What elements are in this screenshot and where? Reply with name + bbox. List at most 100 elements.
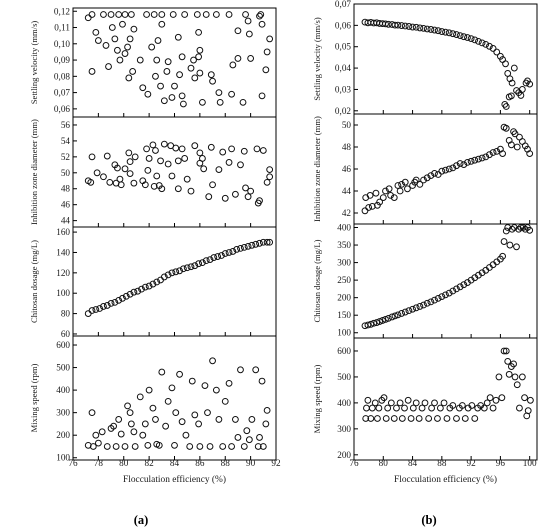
data-point xyxy=(143,11,150,18)
data-point xyxy=(456,160,464,167)
data-point xyxy=(121,11,129,18)
y-axis-label: Chitosan dosage (mg/L) xyxy=(29,240,39,323)
data-point xyxy=(262,420,270,428)
data-point xyxy=(245,436,253,444)
data-point xyxy=(155,441,163,449)
data-point xyxy=(376,198,384,206)
data-point xyxy=(256,239,263,247)
data-point xyxy=(517,92,525,99)
data-point xyxy=(216,98,224,106)
data-point xyxy=(453,162,460,170)
data-point xyxy=(136,56,144,64)
data-point xyxy=(88,11,96,18)
data-point xyxy=(489,149,497,156)
x-tick-label: 84 xyxy=(408,458,418,468)
data-point xyxy=(510,224,518,231)
data-point xyxy=(510,360,517,368)
data-point xyxy=(144,90,152,98)
data-point xyxy=(471,36,479,44)
data-point xyxy=(266,35,274,43)
data-point xyxy=(150,182,158,190)
data-point xyxy=(412,176,420,184)
data-point xyxy=(420,176,427,184)
data-point xyxy=(221,250,229,257)
data-point xyxy=(181,11,189,18)
x-tick-label: 76 xyxy=(68,458,78,468)
data-point xyxy=(115,416,123,423)
data-point xyxy=(107,300,115,307)
y-tick-label: 0,07 xyxy=(54,88,70,98)
y-axis-label: Settling velocity (mm/s) xyxy=(29,21,39,105)
data-point xyxy=(171,441,178,449)
data-point xyxy=(191,142,199,150)
data-point xyxy=(240,243,248,251)
data-point xyxy=(153,172,161,180)
data-point xyxy=(502,124,510,132)
data-point xyxy=(364,321,372,329)
data-point xyxy=(215,416,223,423)
data-point xyxy=(382,316,389,323)
data-point xyxy=(111,35,119,43)
data-point xyxy=(502,227,510,235)
data-point xyxy=(240,443,248,450)
data-point xyxy=(209,357,216,365)
data-point xyxy=(382,187,389,195)
data-point xyxy=(119,294,126,302)
data-point xyxy=(415,415,423,422)
data-point xyxy=(193,11,201,18)
series xyxy=(84,11,274,108)
y-tick-label: 0,09 xyxy=(54,55,70,65)
data-point xyxy=(374,415,381,422)
data-point xyxy=(105,63,112,70)
y-tick-label: 42 xyxy=(342,208,352,218)
y-tick-label: 0,05 xyxy=(335,42,351,52)
data-point xyxy=(196,46,204,54)
data-point xyxy=(362,415,370,422)
data-point xyxy=(176,71,183,79)
data-point xyxy=(502,103,510,110)
data-point xyxy=(183,264,191,272)
y-axis-label: Mixing speed (rpm) xyxy=(29,363,39,432)
data-point xyxy=(117,430,125,438)
data-point xyxy=(115,11,123,18)
y-tick-label: 0,06 xyxy=(54,104,70,114)
data-point xyxy=(179,265,187,273)
data-point xyxy=(438,28,446,35)
data-point xyxy=(169,11,177,18)
data-point xyxy=(252,240,260,248)
y-tick-label: 150 xyxy=(337,310,351,320)
data-point xyxy=(100,173,107,181)
plot-frame xyxy=(353,113,538,225)
data-point xyxy=(371,399,379,407)
series xyxy=(361,224,534,330)
subplot-4: 200 300 400 500 600 Mixing speed (rpm) xyxy=(312,337,538,461)
data-point xyxy=(449,287,457,295)
data-point xyxy=(228,145,235,153)
y-tick-label: 50 xyxy=(342,120,352,130)
data-point xyxy=(168,94,176,101)
data-point xyxy=(471,415,479,422)
data-point xyxy=(443,415,451,422)
data-point xyxy=(258,92,266,100)
y-tick-label: 600 xyxy=(56,340,70,350)
data-point xyxy=(225,159,233,166)
data-point xyxy=(423,299,431,307)
data-point xyxy=(364,396,372,404)
data-point xyxy=(210,254,218,261)
data-point xyxy=(506,241,514,249)
data-point xyxy=(141,181,149,189)
data-point xyxy=(111,298,119,306)
data-point xyxy=(521,225,529,233)
data-point xyxy=(416,24,424,32)
y-tick-label: 0,08 xyxy=(54,71,70,81)
data-point xyxy=(237,244,244,252)
data-point xyxy=(225,249,233,256)
data-point xyxy=(391,21,399,29)
data-point xyxy=(521,394,528,402)
data-point xyxy=(92,29,100,36)
data-point xyxy=(126,158,134,166)
data-point xyxy=(453,285,460,293)
data-point xyxy=(228,90,235,98)
data-point xyxy=(152,416,159,423)
data-point xyxy=(482,40,490,48)
